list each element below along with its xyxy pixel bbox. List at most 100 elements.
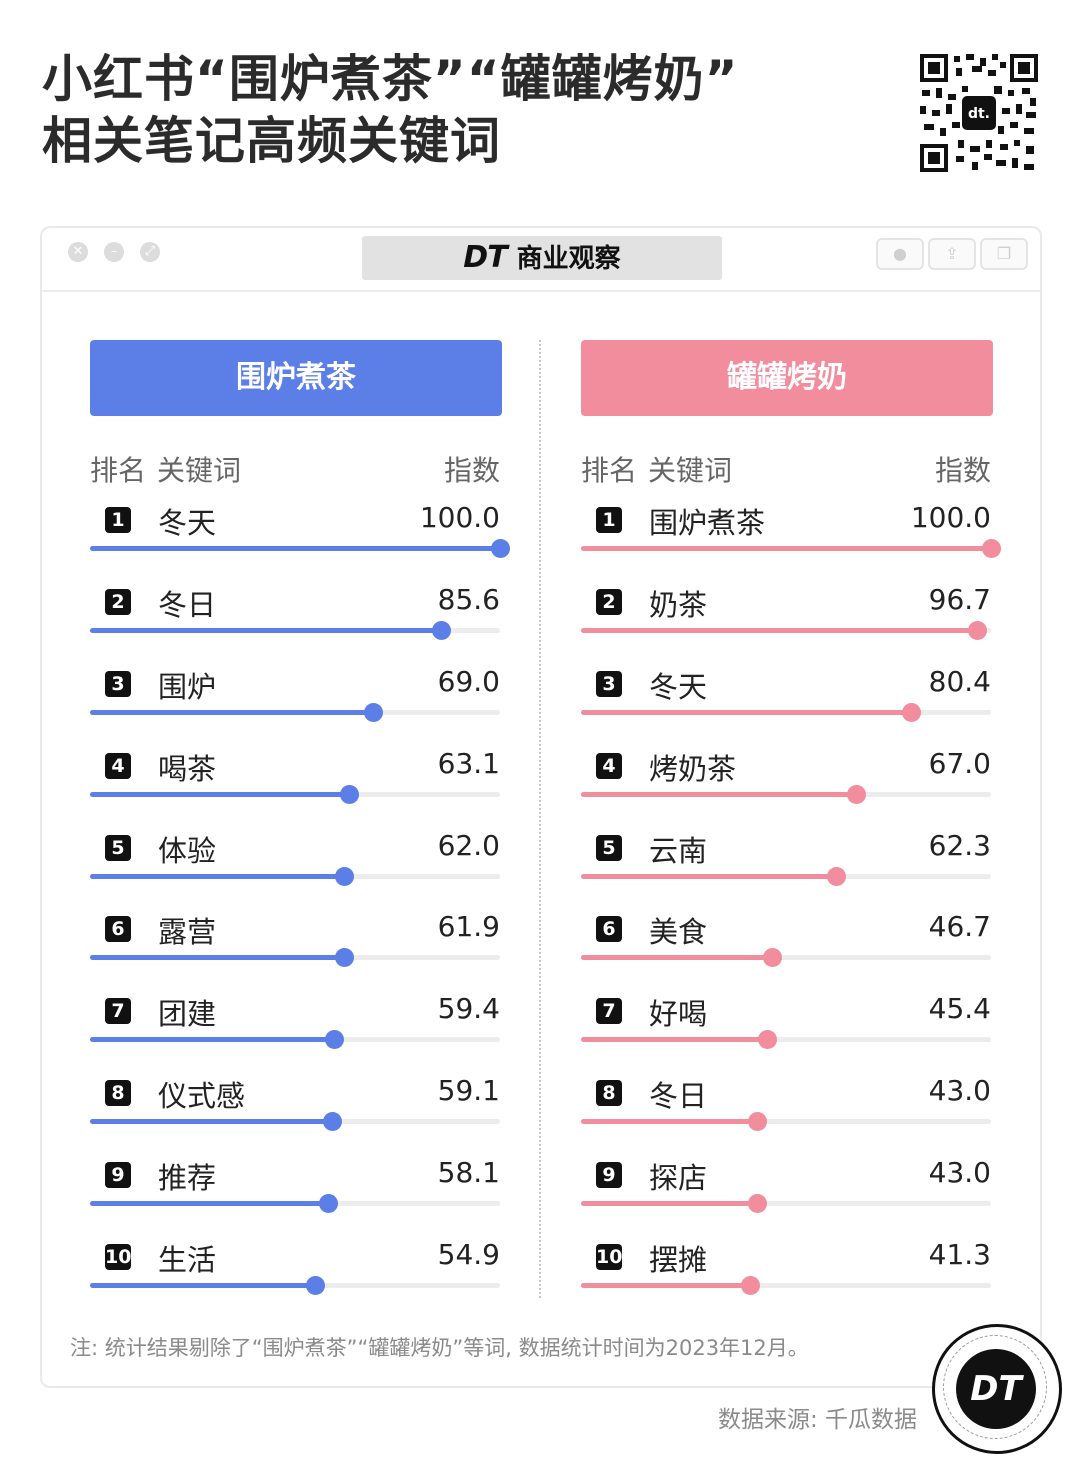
keyword-label: 团建 [158,997,217,1032]
index-value-label: 85.6 [437,582,500,616]
bar-track [90,702,500,722]
index-value-label: 80.4 [928,664,991,698]
bar-fill [90,1119,333,1125]
keyword-column-header: 关键词 [157,454,242,487]
index-value-label: 61.9 [437,910,500,944]
bar-end-dot [431,620,451,640]
rank-column-header: 排名 [581,454,638,487]
index-value-label: 62.3 [928,828,991,862]
rank-badge: 10 [596,1244,623,1271]
bar-fill [90,1283,316,1289]
panel-right-column-header: 排名 关键词 指数 [581,449,993,499]
qr-center-logo: dt. [968,106,990,122]
bar-end-dot [335,866,355,886]
logo-ring [943,1335,1047,1439]
minimize-icon[interactable]: – [104,242,124,262]
index-value-label: 59.4 [437,992,500,1026]
share-icon[interactable]: ⇪ [928,238,976,270]
rank-badge: 9 [596,1162,622,1189]
keyword-row: 4 烤奶茶 67.0 [581,745,993,827]
record-icon[interactable]: ● [876,238,924,270]
index-value-label: 96.7 [928,582,991,616]
rank-badge: 10 [105,1244,132,1271]
index-value-label: 43.0 [928,1156,991,1190]
copy-icon[interactable]: ❐ [980,238,1028,270]
keyword-row: 5 体验 62.0 [90,827,502,909]
window-frame: ✕ – ⤢ DT 商业观察 ● ⇪ ❐ [40,226,1042,1388]
bar-end-dot [324,1030,344,1050]
bar-end-dot [319,1194,339,1214]
qr-code: dt. [918,52,1040,174]
index-value-label: 45.4 [928,992,991,1026]
bar-end-dot [323,1112,343,1132]
bar-end-dot [334,948,354,968]
keyword-label: 围炉煮茶 [649,506,766,540]
rank-badge: 5 [596,834,622,861]
bar-fill [90,546,500,551]
keyword-row: 7 团建 59.4 [90,990,502,1072]
keyword-row: 9 探店 43.0 [581,1154,993,1236]
close-icon[interactable]: ✕ [68,242,88,262]
maximize-icon[interactable]: ⤢ [140,242,160,262]
rank-badge: 3 [105,670,131,697]
bar-end-dot [827,866,847,886]
keyword-label: 美食 [649,915,708,950]
bar-fill [581,1283,751,1289]
brand-bar: DT 商业观察 [362,236,722,280]
index-value-label: 43.0 [928,1074,991,1108]
keyword-row: 10 生活 54.9 [90,1236,502,1318]
keyword-row: 1 冬天 100.0 [90,499,510,581]
bar-end-dot [748,1112,768,1132]
bar-fill [581,1037,768,1043]
bar-fill [581,1119,758,1125]
keyword-label: 仪式感 [158,1079,246,1114]
keyword-row: 7 好喝 45.4 [581,990,993,1072]
bar-fill [90,873,345,879]
bar-track [581,866,991,886]
panel-right: 罐罐烤奶 排名 关键词 指数 1 围炉煮茶 100.0 2 奶茶 96.7 3 冬天 80.4 4… [581,340,1001,1318]
rank-badge: 6 [105,916,131,943]
bar-end-dot [758,1030,778,1050]
bar-track [581,620,991,640]
keyword-label: 冬天 [158,506,217,540]
bar-fill [90,709,373,715]
keyword-label: 生活 [158,1243,217,1278]
panel-left-title: 围炉煮茶 [90,340,502,416]
bar-track [90,784,500,804]
keyword-label: 冬日 [649,1079,708,1114]
rank-badge: 1 [596,507,622,533]
page-title-line-1: 小红书“围炉煮茶”“罐罐烤奶” [42,50,739,108]
keyword-row: 2 奶茶 96.7 [581,581,993,663]
rank-badge: 7 [596,998,622,1025]
dt-logo-badge: DT [932,1324,1062,1454]
bar-track [90,948,500,968]
index-column-header: 指数 [934,454,991,487]
index-value-label: 46.7 [928,910,991,944]
rank-badge: 1 [105,507,131,533]
bar-fill [581,955,773,961]
bar-end-dot [363,702,383,722]
panel-right-rows: 1 围炉煮茶 100.0 2 奶茶 96.7 3 冬天 80.4 4 烤奶茶 67.0 5 云南 62.3 6… [581,499,1001,1318]
footnote: 注: 统计结果剔除了“围炉煮茶”“罐罐烤奶”等词, 数据统计时间为2023年12… [70,1336,809,1360]
rank-badge: 4 [596,752,622,779]
page-title: 小红书“围炉煮茶”“罐罐烤奶” 相关笔记高频关键词 [42,48,738,172]
bar-track [581,784,991,804]
keyword-column-header: 关键词 [648,454,733,487]
index-value-label: 58.1 [437,1156,500,1190]
bar-end-dot [982,539,1001,558]
keyword-label: 好喝 [649,997,708,1032]
keyword-label: 烤奶茶 [649,751,737,786]
bar-track [90,1112,500,1132]
bar-track [90,1276,500,1296]
index-column-header: 指数 [443,454,500,487]
index-value-label: 62.0 [437,828,500,862]
index-value-label: 54.9 [437,1238,500,1272]
bar-fill [90,1037,334,1043]
bar-end-dot [339,784,359,804]
keyword-label: 奶茶 [649,587,708,622]
bar-fill [581,873,837,879]
keyword-label: 体验 [158,833,217,868]
keyword-row: 3 围炉 69.0 [90,663,502,745]
brand-name: 商业观察 [516,244,621,274]
keyword-label: 摆摊 [649,1243,708,1278]
